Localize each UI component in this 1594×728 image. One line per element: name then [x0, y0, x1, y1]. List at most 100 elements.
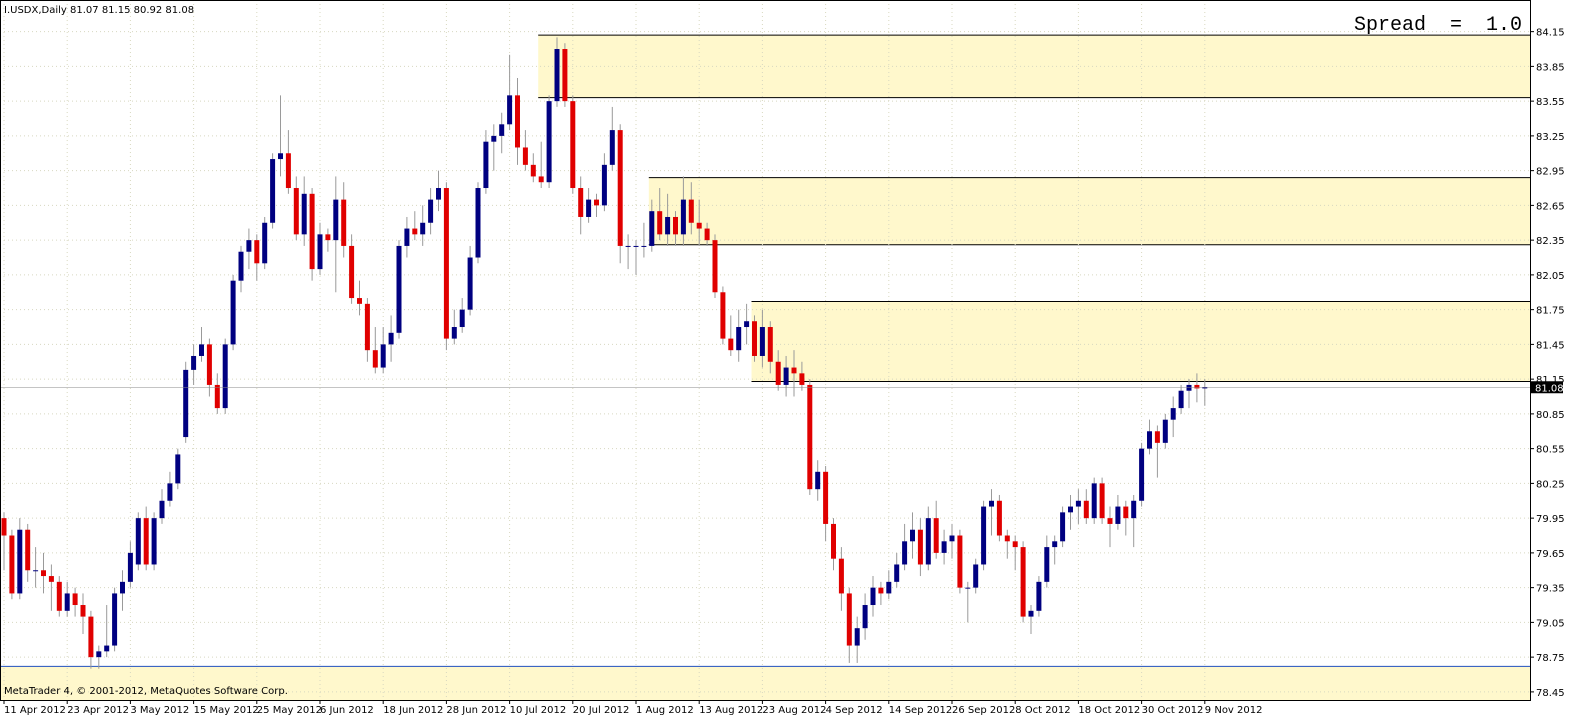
candle-body	[546, 101, 552, 183]
candle-body	[9, 535, 15, 594]
candle-body	[783, 367, 789, 385]
candle-body	[554, 49, 560, 102]
candle-body	[436, 188, 441, 200]
x-tick-label: 8 Oct 2012	[1015, 705, 1070, 716]
candle-body	[96, 651, 102, 658]
candle-body	[609, 130, 615, 165]
candle-body	[1044, 547, 1050, 582]
candle-body	[317, 234, 323, 270]
candle-body	[601, 164, 607, 206]
candle-body	[1147, 431, 1152, 449]
candle-body	[246, 240, 252, 252]
y-tick-label: 83.25	[1536, 132, 1565, 143]
x-tick-label: 25 May 2012	[257, 705, 322, 716]
candle-body	[135, 518, 141, 565]
candle-body	[625, 245, 631, 247]
candle-body	[364, 303, 370, 351]
candle-body	[586, 199, 592, 217]
candle-body	[475, 188, 481, 258]
candle-body	[823, 471, 829, 524]
candle-body	[759, 327, 765, 356]
y-tick-label: 79.65	[1536, 549, 1565, 560]
candle-body	[1099, 483, 1105, 519]
candle-body	[1202, 387, 1208, 389]
candle-body	[372, 350, 378, 368]
zone	[751, 301, 1530, 382]
candle-body	[673, 216, 678, 235]
candle-body	[1162, 419, 1168, 443]
axes: 84.15 83.85 83.55 83.25 82.95 82.65 82.35 82.05…	[0, 28, 1565, 716]
x-tick-label: 3 May 2012	[130, 705, 189, 716]
candle-body	[191, 355, 197, 370]
candle-body	[214, 384, 220, 409]
candle-body	[1186, 384, 1192, 391]
candle-body	[341, 199, 347, 246]
candle-body	[530, 164, 536, 177]
candle-body	[696, 222, 702, 229]
candle-body	[483, 141, 489, 189]
candle-body	[1004, 535, 1010, 542]
candle-body	[262, 222, 268, 264]
candle-body	[48, 576, 54, 582]
candles	[1, 37, 1208, 669]
candle-body	[1131, 500, 1137, 519]
x-tick-label: 18 Jun 2012	[383, 705, 443, 716]
candle-body	[325, 234, 331, 241]
candle-body	[88, 616, 94, 658]
copyright-footer: MetaTrader 4, © 2001-2012, MetaQuotes So…	[4, 686, 288, 697]
candle-body	[1012, 541, 1018, 548]
x-tick-label: 26 Sep 2012	[952, 705, 1015, 716]
y-tick-label: 82.35	[1536, 236, 1565, 247]
candle-body	[175, 454, 181, 484]
candle-body	[704, 228, 710, 241]
x-tick-label: 18 Oct 2012	[1078, 705, 1140, 716]
candle-body	[278, 153, 283, 160]
candle-body	[499, 124, 505, 136]
candle-body	[17, 529, 23, 594]
candle-body	[1, 518, 7, 536]
candle-body	[815, 471, 821, 490]
candle-body	[720, 292, 726, 339]
candle-body	[522, 147, 528, 165]
candle-body	[80, 605, 86, 617]
candle-body	[254, 240, 260, 264]
y-tick-label: 82.65	[1536, 201, 1565, 212]
candle-body	[349, 245, 355, 299]
candle-body	[870, 587, 876, 606]
x-tick-label: 4 Sep 2012	[826, 705, 883, 716]
candle-body	[973, 564, 979, 588]
chart-header: I.USDX,Daily 81.07 81.15 80.92 81.08	[4, 5, 194, 16]
candle-body	[1028, 610, 1034, 617]
candle-body	[1154, 431, 1160, 443]
candle-body	[151, 518, 157, 565]
grid	[0, 0, 1530, 700]
candle-body	[989, 500, 994, 507]
spread-label: Spread = 1.0	[1354, 14, 1522, 37]
candle-body	[222, 344, 228, 409]
candle-body	[491, 135, 497, 142]
candle-body	[1091, 483, 1097, 519]
candle-body	[981, 506, 987, 565]
x-tick-label: 23 Aug 2012	[762, 705, 826, 716]
y-tick-label: 83.85	[1536, 62, 1565, 73]
candle-body	[767, 327, 773, 362]
y-tick-label: 79.05	[1536, 618, 1565, 629]
price-marker	[1531, 381, 1563, 394]
candle-body	[665, 216, 671, 235]
zone	[648, 177, 1530, 245]
x-tick-label: 14 Sep 2012	[889, 705, 952, 716]
candle-body	[127, 552, 133, 582]
candle-body	[467, 257, 473, 310]
candle-body	[641, 245, 647, 247]
candle-body	[507, 95, 513, 125]
candle-body	[159, 500, 165, 519]
candle-body	[104, 645, 110, 652]
y-tick-label: 78.75	[1536, 653, 1565, 664]
y-tick-label: 79.35	[1536, 584, 1565, 595]
candle-body	[1178, 390, 1184, 409]
candle-body	[562, 49, 568, 102]
candle-body	[388, 332, 394, 345]
candle-body	[807, 384, 813, 490]
candle-body	[380, 344, 386, 368]
